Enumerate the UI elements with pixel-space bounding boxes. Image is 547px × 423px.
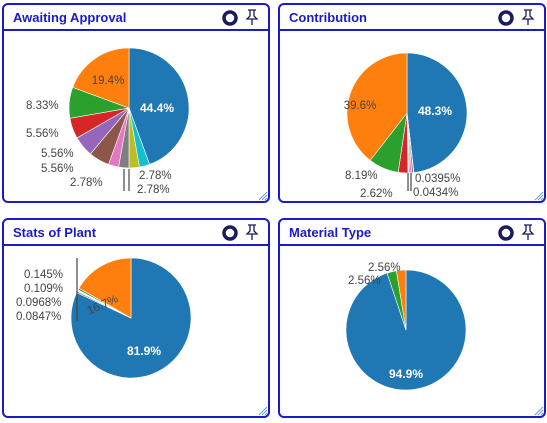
pie-chart: 44.4% 2.78% 2.78% 2.78% 5.56% 5.56% 5.56% 8.33%… xyxy=(26,47,190,196)
slice-label: 2.78% xyxy=(70,177,103,189)
slice-label: 2.78% xyxy=(139,170,172,182)
pie-slice[interactable] xyxy=(72,47,130,109)
panel-header: Stats of Plant xyxy=(4,220,268,246)
refresh-icon[interactable] xyxy=(498,10,514,26)
slice-label: 81.9% xyxy=(127,344,161,358)
slice-label: 94.9% xyxy=(389,367,423,381)
resize-handle[interactable] xyxy=(532,404,544,416)
slice-label: 19.4% xyxy=(92,75,125,87)
pie-slice[interactable] xyxy=(128,47,190,165)
panel-awaiting-approval: Awaiting Approval 44.4% 2.78% 2.78% 2.78% 5.… xyxy=(2,3,270,203)
pin-icon[interactable] xyxy=(244,223,260,241)
panel-stats-of-plant: Stats of Plant 81.9% 0.145% 0.109% 0.0968% 0… xyxy=(2,218,270,418)
slice-label: 48.3% xyxy=(418,104,452,118)
refresh-icon[interactable] xyxy=(222,225,238,241)
slice-label: 39.6% xyxy=(344,100,377,112)
panel-contribution: Contribution 48.3% 0.0395% 0.0434% 2.62% 8.1… xyxy=(278,3,546,203)
pie-slice[interactable] xyxy=(78,257,132,319)
slice-label: 44.4% xyxy=(140,101,174,115)
pie-chart: 94.9% 2.56%2.56% xyxy=(345,262,467,391)
slice-label: 5.56% xyxy=(26,128,59,140)
pie-slice[interactable] xyxy=(396,269,407,331)
slice-label: 2.78% xyxy=(137,184,170,196)
slice-label: 2.56% xyxy=(348,275,381,287)
pin-icon[interactable] xyxy=(520,223,536,241)
refresh-icon[interactable] xyxy=(222,10,238,26)
panel-header: Awaiting Approval xyxy=(4,5,268,31)
slice-label: 5.56% xyxy=(41,148,74,160)
slice-label: 0.145% xyxy=(24,269,63,281)
resize-handle[interactable] xyxy=(532,189,544,201)
panel-title: Contribution xyxy=(289,10,367,25)
slice-label: 8.19% xyxy=(345,170,378,182)
resize-handle[interactable] xyxy=(256,404,268,416)
pie-chart: 81.9%0.145%0.109%0.0968%0.0847% 16.7% xyxy=(16,257,192,379)
slice-label: 2.62% xyxy=(360,188,393,200)
slice-label: 0.0395% xyxy=(415,173,460,185)
slice-label: 0.0968% xyxy=(16,297,61,309)
pin-icon[interactable] xyxy=(244,8,260,26)
slice-label: 8.33% xyxy=(26,100,59,112)
resize-handle[interactable] xyxy=(256,189,268,201)
panel-material-type: Material Type 94.9% 2.56% 2.56% xyxy=(278,218,546,418)
slice-label: 5.56% xyxy=(41,163,74,175)
slice-label: 0.0847% xyxy=(16,311,61,323)
panel-header: Material Type xyxy=(280,220,544,246)
panel-header: Contribution xyxy=(280,5,544,31)
pie-slice[interactable] xyxy=(406,52,468,173)
pie-chart: 48.3% 0.0395% 0.0434% 2.62% 8.19% 39.6% xyxy=(344,52,468,200)
slice-label: 0.109% xyxy=(24,283,63,295)
panel-title: Material Type xyxy=(289,225,372,240)
pie-slice[interactable] xyxy=(70,257,192,379)
slice-label: 0.0434% xyxy=(413,187,458,199)
refresh-icon[interactable] xyxy=(498,225,514,241)
pin-icon[interactable] xyxy=(520,8,536,26)
slice-label: 2.56% xyxy=(368,262,401,274)
panel-title: Awaiting Approval xyxy=(13,10,127,25)
panel-title: Stats of Plant xyxy=(13,225,97,240)
pie-slice[interactable] xyxy=(346,52,408,161)
